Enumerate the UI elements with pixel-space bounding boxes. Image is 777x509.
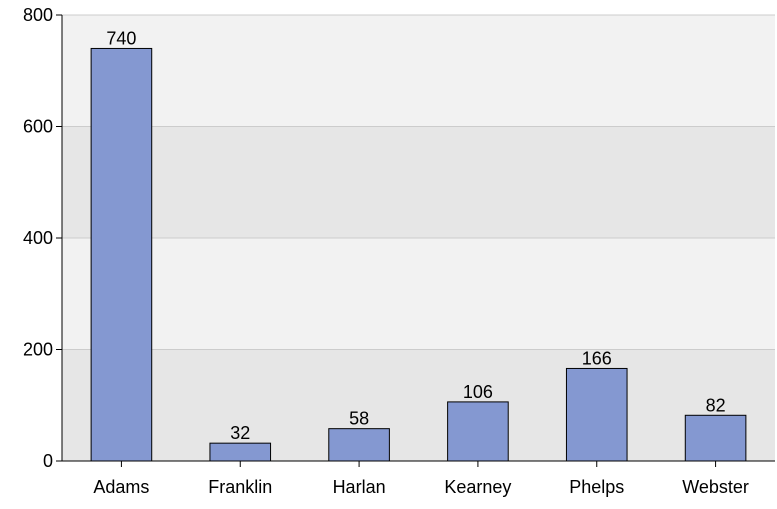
- background-band: [62, 15, 775, 127]
- y-tick-label: 600: [23, 117, 53, 137]
- data-label-phelps: 166: [582, 348, 612, 368]
- y-tick-label: 0: [43, 451, 53, 471]
- bars: [90, 47, 747, 462]
- y-tick-label: 800: [23, 5, 53, 25]
- data-label-harlan: 58: [349, 409, 369, 429]
- bar-webster: [684, 414, 747, 462]
- x-tick-label-phelps: Phelps: [569, 477, 624, 497]
- y-tick-label: 400: [23, 228, 53, 248]
- x-tick-label-franklin: Franklin: [208, 477, 272, 497]
- y-tick-label: 200: [23, 340, 53, 360]
- data-label-webster: 82: [706, 395, 726, 415]
- x-axis-ticks: Adams Franklin Harlan Kearney Phelps Webster: [93, 461, 749, 497]
- data-label-kearney: 106: [463, 382, 493, 402]
- x-tick-label-kearney: Kearney: [444, 477, 511, 497]
- background-band: [62, 126, 775, 238]
- background-bands: [62, 15, 775, 461]
- x-tick-label-adams: Adams: [93, 477, 149, 497]
- data-labels: 740 32 58 106 166 82: [106, 28, 725, 443]
- gridlines: [62, 14, 775, 350]
- bar-phelps: [565, 367, 628, 462]
- bar-kearney: [447, 401, 509, 462]
- background-band: [62, 349, 775, 461]
- data-label-adams: 740: [106, 28, 136, 48]
- bar-franklin: [209, 442, 272, 462]
- data-label-franklin: 32: [230, 423, 250, 443]
- x-tick-label-webster: Webster: [682, 477, 749, 497]
- bar-harlan: [328, 428, 390, 462]
- background-band: [62, 238, 775, 350]
- bar-adams: [90, 47, 153, 462]
- x-tick-label-harlan: Harlan: [333, 477, 386, 497]
- y-axis-ticks: 0 200 400 600 800: [23, 5, 62, 471]
